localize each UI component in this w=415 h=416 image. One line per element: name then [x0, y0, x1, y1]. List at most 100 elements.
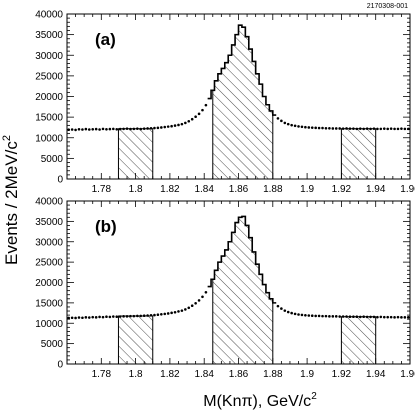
x-tick-label-b: 1.78 [92, 369, 112, 380]
data-point-b [280, 307, 283, 310]
y-tick-label-a: 0 [57, 175, 63, 186]
data-point-b [314, 314, 317, 318]
data-point-b [108, 315, 112, 319]
data-point-a [197, 112, 201, 116]
data-point-a [201, 108, 204, 112]
panel-label-b: (b) [95, 217, 117, 236]
data-point-a [142, 127, 146, 130]
data-point-b [67, 316, 71, 320]
y-tick-label-b: 20000 [35, 278, 63, 289]
data-point-b [201, 295, 204, 299]
x-tick-label-b: 1.94 [366, 369, 386, 380]
data-point-a [324, 126, 328, 130]
data-point-a [334, 127, 338, 130]
data-point-a [355, 127, 359, 131]
data-point-a [304, 125, 307, 129]
data-point-a [403, 127, 407, 131]
data-point-a [105, 127, 108, 131]
data-point-b [348, 315, 352, 319]
data-point-b [297, 313, 300, 316]
data-point-b [149, 314, 153, 317]
data-point-a [314, 126, 317, 130]
data-point-b [369, 315, 372, 319]
data-point-b [300, 313, 304, 317]
data-point-b [194, 301, 197, 305]
data-point-b [177, 310, 180, 313]
data-point-a [280, 119, 283, 123]
data-point-b [77, 316, 81, 319]
data-point-a [321, 126, 324, 130]
data-point-a [177, 123, 180, 127]
y-axis-title: Events / 2MeV/c2 [1, 135, 21, 265]
data-point-b [276, 304, 280, 308]
data-point-b [382, 315, 386, 319]
data-point-a [358, 127, 362, 130]
data-point-b [331, 315, 335, 318]
data-point-a [187, 119, 191, 123]
shaded-region-b-3 [340, 316, 377, 365]
x-axis-title: M(Knπ), GeV/c2 [203, 391, 317, 410]
data-point-b [355, 315, 359, 319]
data-point-b [345, 315, 348, 318]
data-point-b [338, 315, 341, 318]
data-point-b [163, 312, 167, 316]
shaded-region-a-3 [340, 128, 377, 180]
data-point-a [70, 128, 74, 131]
data-point-b [118, 315, 122, 318]
data-point-b [365, 315, 369, 319]
data-point-a [331, 127, 335, 130]
histogram-a [207, 24, 277, 116]
data-point-a [348, 127, 352, 130]
data-point-b [379, 315, 383, 319]
data-point-a [389, 127, 393, 130]
y-tick-label-a: 20000 [35, 92, 63, 103]
y-tick-label-a: 30000 [35, 51, 63, 62]
data-point-a [372, 127, 376, 130]
data-point-a [293, 124, 297, 128]
x-axis-title-sup: 2 [311, 391, 317, 402]
data-point-b [362, 315, 365, 319]
data-point-b [352, 315, 355, 319]
x-tick-label-b: 1.86 [229, 369, 249, 380]
data-point-b [307, 314, 311, 317]
data-point-b [81, 316, 84, 320]
y-tick-label-b: 35000 [35, 217, 63, 228]
y-tick-label-a: 35000 [35, 30, 63, 41]
data-point-b [386, 315, 390, 319]
data-point-b [139, 314, 143, 318]
data-point-a [94, 127, 98, 131]
data-point-b [400, 316, 403, 319]
data-point-a [276, 117, 280, 120]
data-point-a [163, 125, 167, 129]
y-tick-label-a: 5000 [41, 154, 64, 165]
data-point-a [300, 125, 304, 129]
data-point-a [328, 126, 331, 130]
data-point-b [324, 314, 328, 318]
x-tick-label-a: 1.96 [400, 184, 415, 195]
data-point-a [170, 124, 173, 128]
data-point-a [81, 128, 84, 131]
data-point-a [345, 127, 348, 130]
data-point-b [125, 315, 129, 318]
data-point-a [376, 127, 379, 131]
data-point-a [101, 127, 105, 131]
x-tick-label-b: 1.84 [194, 369, 214, 380]
data-point-a [118, 127, 122, 131]
data-point-b [286, 310, 290, 314]
data-point-a [341, 127, 345, 130]
data-point-b [87, 316, 91, 319]
data-point-b [328, 315, 331, 318]
data-point-b [146, 314, 149, 317]
data-point-a [87, 128, 91, 131]
data-point-a [204, 103, 208, 107]
data-point-a [283, 121, 287, 125]
x-tick-label-b: 1.9 [300, 369, 314, 380]
data-point-b [136, 314, 139, 318]
data-point-a [125, 127, 129, 130]
data-point-b [180, 309, 184, 312]
data-point-b [293, 312, 297, 316]
data-point-b [334, 315, 338, 318]
shaded-region-b-2 [212, 215, 274, 365]
data-point-b [376, 315, 379, 319]
y-tick-label-b: 10000 [35, 319, 63, 330]
